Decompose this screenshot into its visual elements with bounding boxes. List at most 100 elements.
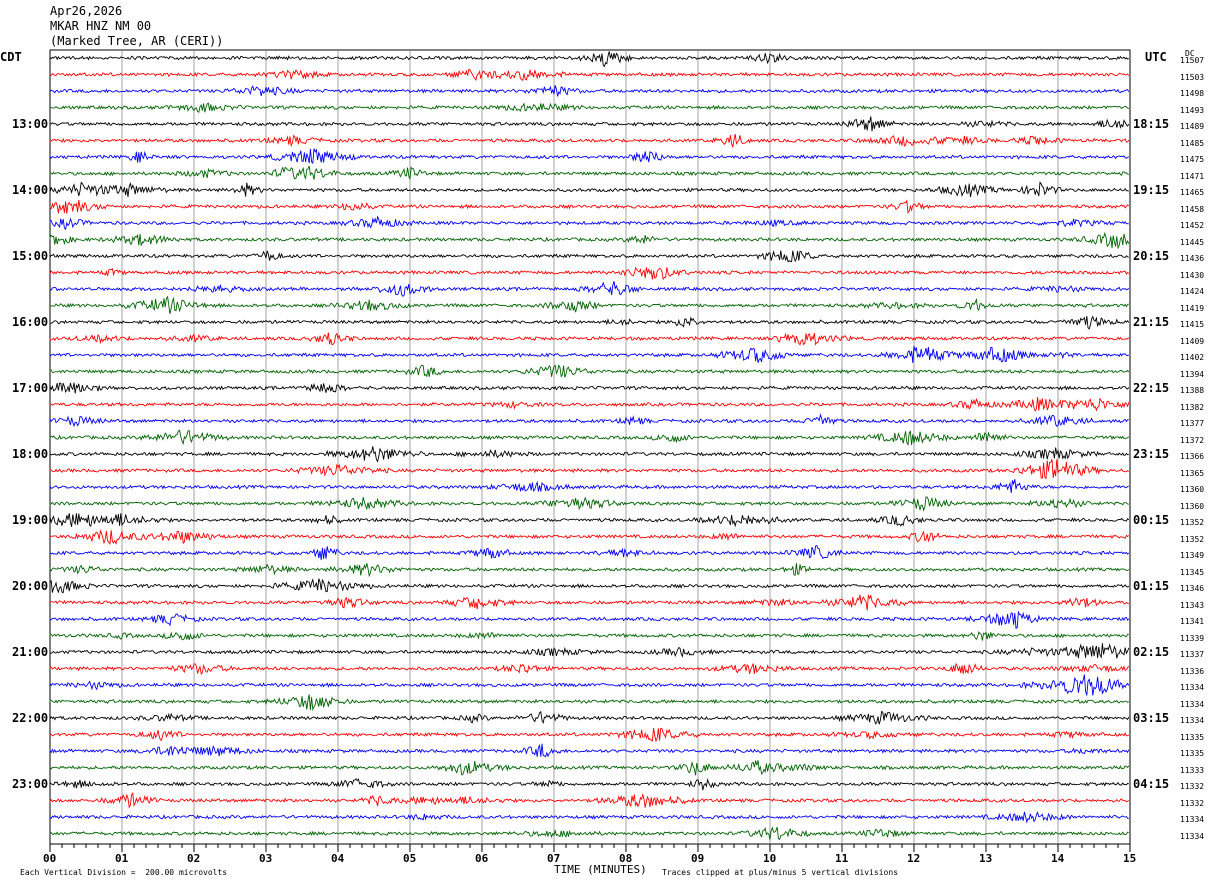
plot-frame (49, 49, 1131, 845)
trace-line (49, 165, 1129, 181)
dc-value: 11335 (1180, 732, 1205, 742)
trace-line (49, 102, 1130, 113)
dc-value: 11498 (1180, 89, 1205, 98)
dc-value: 11334 (1180, 683, 1205, 692)
left-time-label: 14:00 (12, 183, 49, 197)
dc-value: 11337 (1180, 650, 1205, 659)
x-axis-ticks (49, 844, 1131, 852)
trace-line (49, 694, 1130, 712)
dc-value: 11394 (1180, 369, 1205, 379)
right-time-label: 22:15 (1133, 381, 1170, 395)
dc-value: 11503 (1180, 72, 1205, 82)
x-tick-label: 15 (1123, 852, 1137, 865)
dc-value: 11334 (1180, 831, 1205, 841)
clip-note: Traces clipped at plus/minus 5 vertical … (662, 868, 899, 877)
trace-line (49, 396, 1130, 412)
trace-line (49, 710, 1130, 725)
trace-line (49, 529, 1130, 546)
trace-line (49, 231, 1130, 250)
trace-line (49, 382, 1130, 394)
x-tick-label: 02 (187, 852, 201, 865)
left-time-label: 15:00 (12, 249, 49, 263)
x-tick-label: 04 (331, 852, 345, 865)
trace-line (49, 215, 1129, 231)
dc-value: 11334 (1180, 716, 1205, 725)
trace-line (49, 315, 1130, 330)
trace-line (49, 743, 1130, 758)
trace-line (49, 51, 1129, 68)
header-location: (Marked Tree, AR (CERI)) (50, 34, 224, 48)
dc-value: 11485 (1180, 138, 1205, 148)
right-time-label: 03:15 (1133, 711, 1170, 725)
x-tick-label: 03 (259, 852, 273, 865)
dc-value: 11341 (1180, 617, 1205, 626)
dc-value: 11452 (1180, 221, 1205, 230)
dc-value: 11352 (1180, 534, 1205, 544)
dc-value: 11335 (1180, 749, 1205, 758)
dc-value: 11343 (1180, 600, 1205, 610)
trace-line (49, 295, 1129, 314)
dc-value: 11339 (1180, 633, 1205, 643)
trace-line (49, 199, 1130, 214)
dc-value: 11345 (1180, 567, 1205, 577)
trace-line (49, 727, 1130, 743)
dc-value: 11349 (1180, 551, 1205, 560)
dc-value: 11360 (1180, 485, 1205, 494)
trace-line (49, 826, 1129, 841)
trace-line (49, 266, 1130, 281)
trace-line (49, 459, 1130, 480)
trace-line (49, 332, 1130, 346)
seismic-traces (49, 51, 1130, 841)
dc-value: 11352 (1180, 518, 1205, 527)
dc-value: 11409 (1180, 336, 1205, 346)
trace-line (49, 631, 1129, 641)
right-time-label: 01:15 (1133, 579, 1170, 593)
x-tick-label: 05 (403, 852, 417, 865)
x-axis-title: TIME (MINUTES) (554, 863, 647, 876)
dc-value: 11372 (1180, 435, 1205, 445)
left-time-label: 23:00 (12, 777, 49, 791)
left-time-label: 13:00 (12, 117, 49, 131)
trace-line (49, 496, 1129, 512)
x-tick-label: 06 (475, 852, 489, 865)
right-time-label: 19:15 (1133, 183, 1170, 197)
dc-value: 11366 (1180, 452, 1205, 461)
dc-value: 11333 (1180, 765, 1205, 775)
x-tick-label: 01 (115, 852, 129, 865)
dc-value: 11360 (1180, 501, 1205, 511)
trace-line (49, 777, 1129, 791)
trace-line (49, 116, 1130, 132)
trace-line (49, 181, 1129, 198)
dc-value: 11493 (1180, 105, 1205, 115)
x-tick-label: 10 (763, 852, 777, 865)
trace-line (49, 792, 1130, 809)
trace-line (49, 429, 1130, 447)
dc-value: 11332 (1180, 798, 1205, 808)
dc-value: 11430 (1180, 270, 1205, 280)
right-zone-label: UTC (1145, 50, 1167, 64)
dc-value: 11436 (1180, 254, 1205, 263)
left-time-label: 20:00 (12, 579, 49, 593)
right-time-label: 18:15 (1133, 117, 1170, 131)
trace-line (49, 545, 1130, 560)
right-time-label: 04:15 (1133, 777, 1170, 791)
trace-line (49, 811, 1129, 824)
trace-line (49, 364, 1130, 378)
trace-line (49, 760, 1130, 776)
trace-line (49, 610, 1130, 630)
dc-value: 11365 (1180, 468, 1205, 478)
left-time-label: 22:00 (12, 711, 49, 725)
left-time-label: 21:00 (12, 645, 49, 659)
dc-value: 11336 (1180, 666, 1205, 676)
trace-line (49, 674, 1130, 696)
left-time-label: 17:00 (12, 381, 49, 395)
left-time-label: 18:00 (12, 447, 49, 461)
trace-line (49, 594, 1129, 611)
trace-line (49, 250, 1129, 263)
dc-value: 11465 (1180, 188, 1205, 197)
trace-line (49, 148, 1130, 165)
x-tick-label: 12 (907, 852, 921, 865)
dc-value: 11334 (1180, 815, 1205, 824)
dc-value: 11458 (1180, 204, 1205, 214)
dc-value: 11475 (1180, 155, 1205, 164)
